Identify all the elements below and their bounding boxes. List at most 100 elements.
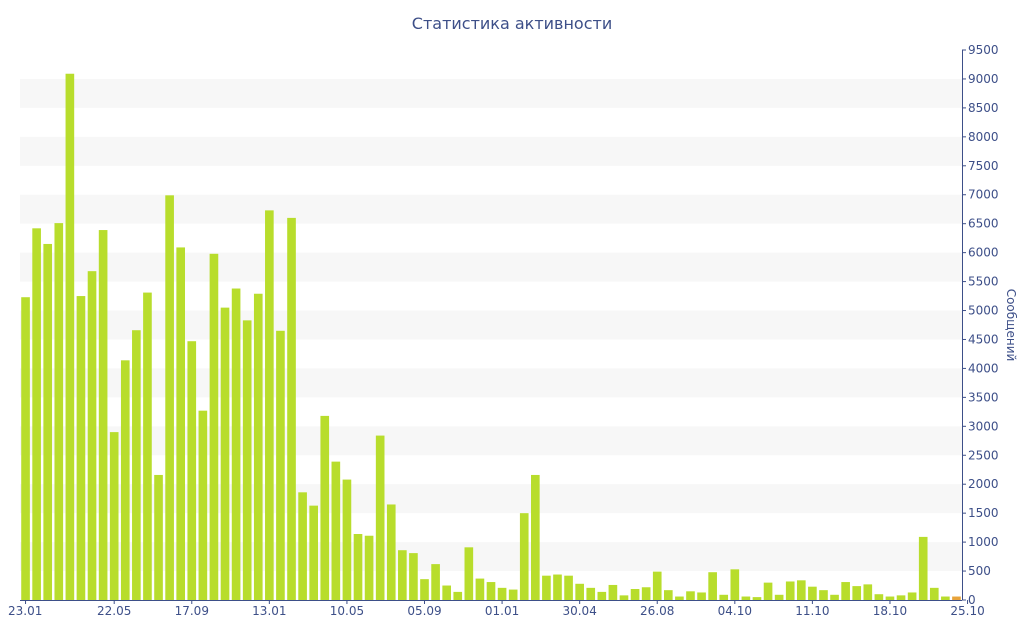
bar[interactable]	[863, 584, 873, 600]
x-tick-label: 26.08	[640, 604, 674, 618]
bar[interactable]	[231, 288, 241, 600]
bar[interactable]	[741, 596, 751, 600]
bar[interactable]	[21, 297, 30, 600]
bar[interactable]	[952, 596, 961, 600]
bar[interactable]	[730, 569, 740, 600]
bar[interactable]	[564, 575, 573, 600]
bar[interactable]	[763, 582, 773, 600]
bar[interactable]	[841, 582, 850, 600]
x-tick-label: 17.09	[175, 604, 209, 618]
bar[interactable]	[597, 591, 607, 600]
bar[interactable]	[154, 474, 163, 600]
y-tick-label: 8500	[968, 101, 999, 115]
y-tick-labels: 0 500 1000 1500 2000 2500 3000 3500 4000 4500 5000…	[968, 43, 999, 607]
bar[interactable]	[442, 585, 451, 600]
bar[interactable]	[774, 594, 784, 600]
x-tick-label: 11.10	[795, 604, 829, 618]
bar[interactable]	[918, 536, 928, 600]
grid-band	[20, 426, 962, 456]
bar[interactable]	[508, 589, 518, 600]
bar[interactable]	[453, 591, 463, 600]
y-tick-label: 4500	[968, 332, 999, 346]
bar[interactable]	[486, 582, 496, 600]
bar[interactable]	[342, 479, 352, 600]
y-axis-title: Сообщений	[1004, 289, 1018, 362]
bar[interactable]	[885, 596, 895, 600]
bar[interactable]	[54, 223, 64, 601]
bar[interactable]	[531, 474, 540, 600]
bar[interactable]	[375, 435, 385, 600]
bar[interactable]	[619, 595, 629, 600]
bar[interactable]	[386, 504, 396, 600]
bar[interactable]	[65, 73, 75, 601]
bar[interactable]	[253, 293, 263, 600]
bar-series	[21, 73, 961, 601]
bar[interactable]	[819, 590, 828, 600]
bar[interactable]	[630, 589, 640, 600]
bar[interactable]	[120, 360, 130, 600]
y-tick-label: 6500	[968, 217, 999, 231]
bar[interactable]	[98, 230, 108, 601]
bar[interactable]	[641, 587, 651, 600]
bar[interactable]	[420, 579, 429, 600]
bar[interactable]	[165, 195, 174, 600]
bar[interactable]	[143, 292, 152, 600]
bar[interactable]	[497, 587, 507, 600]
bar[interactable]	[785, 581, 795, 600]
y-tick-label: 3500	[968, 390, 999, 404]
bar[interactable]	[796, 580, 806, 600]
bar[interactable]	[220, 307, 230, 600]
bar[interactable]	[907, 592, 917, 600]
bar[interactable]	[708, 572, 717, 600]
bar[interactable]	[87, 271, 97, 600]
bar[interactable]	[664, 590, 673, 600]
bar[interactable]	[76, 296, 86, 600]
bar[interactable]	[320, 415, 330, 600]
bar[interactable]	[575, 583, 584, 600]
bar[interactable]	[409, 553, 418, 600]
bar[interactable]	[475, 578, 485, 600]
bar[interactable]	[398, 550, 407, 600]
bar[interactable]	[109, 432, 119, 600]
bar[interactable]	[132, 330, 141, 600]
bar[interactable]	[830, 594, 839, 600]
y-tick-label: 1000	[968, 535, 999, 549]
bar[interactable]	[896, 595, 906, 600]
bar[interactable]	[542, 575, 551, 600]
bar[interactable]	[686, 591, 695, 600]
bar[interactable]	[353, 534, 363, 600]
bar[interactable]	[32, 228, 41, 600]
y-tick-label: 8000	[968, 130, 999, 144]
bar[interactable]	[176, 247, 186, 601]
bar[interactable]	[309, 505, 318, 600]
bar[interactable]	[198, 410, 208, 600]
bar[interactable]	[187, 341, 197, 600]
bar[interactable]	[242, 320, 252, 600]
y-tick-label: 6000	[968, 246, 999, 260]
bar[interactable]	[652, 571, 662, 600]
bar[interactable]	[852, 586, 862, 600]
bar[interactable]	[608, 584, 618, 600]
bar[interactable]	[43, 243, 53, 600]
bar[interactable]	[364, 535, 374, 600]
bar[interactable]	[808, 586, 817, 600]
bar[interactable]	[929, 587, 939, 600]
bar[interactable]	[675, 596, 684, 600]
bar[interactable]	[276, 330, 285, 600]
bar[interactable]	[719, 594, 729, 600]
bar[interactable]	[431, 564, 440, 600]
bar[interactable]	[287, 217, 296, 600]
grid-band	[20, 368, 962, 398]
bar[interactable]	[874, 594, 884, 600]
bar[interactable]	[697, 592, 706, 600]
bar[interactable]	[553, 574, 562, 600]
bar[interactable]	[464, 547, 474, 600]
bar[interactable]	[586, 587, 596, 600]
bar[interactable]	[209, 253, 219, 601]
bar[interactable]	[265, 210, 274, 600]
bar[interactable]	[941, 596, 950, 600]
bar[interactable]	[331, 461, 341, 600]
bar[interactable]	[752, 597, 762, 600]
bar[interactable]	[298, 492, 307, 600]
bar[interactable]	[519, 513, 529, 600]
